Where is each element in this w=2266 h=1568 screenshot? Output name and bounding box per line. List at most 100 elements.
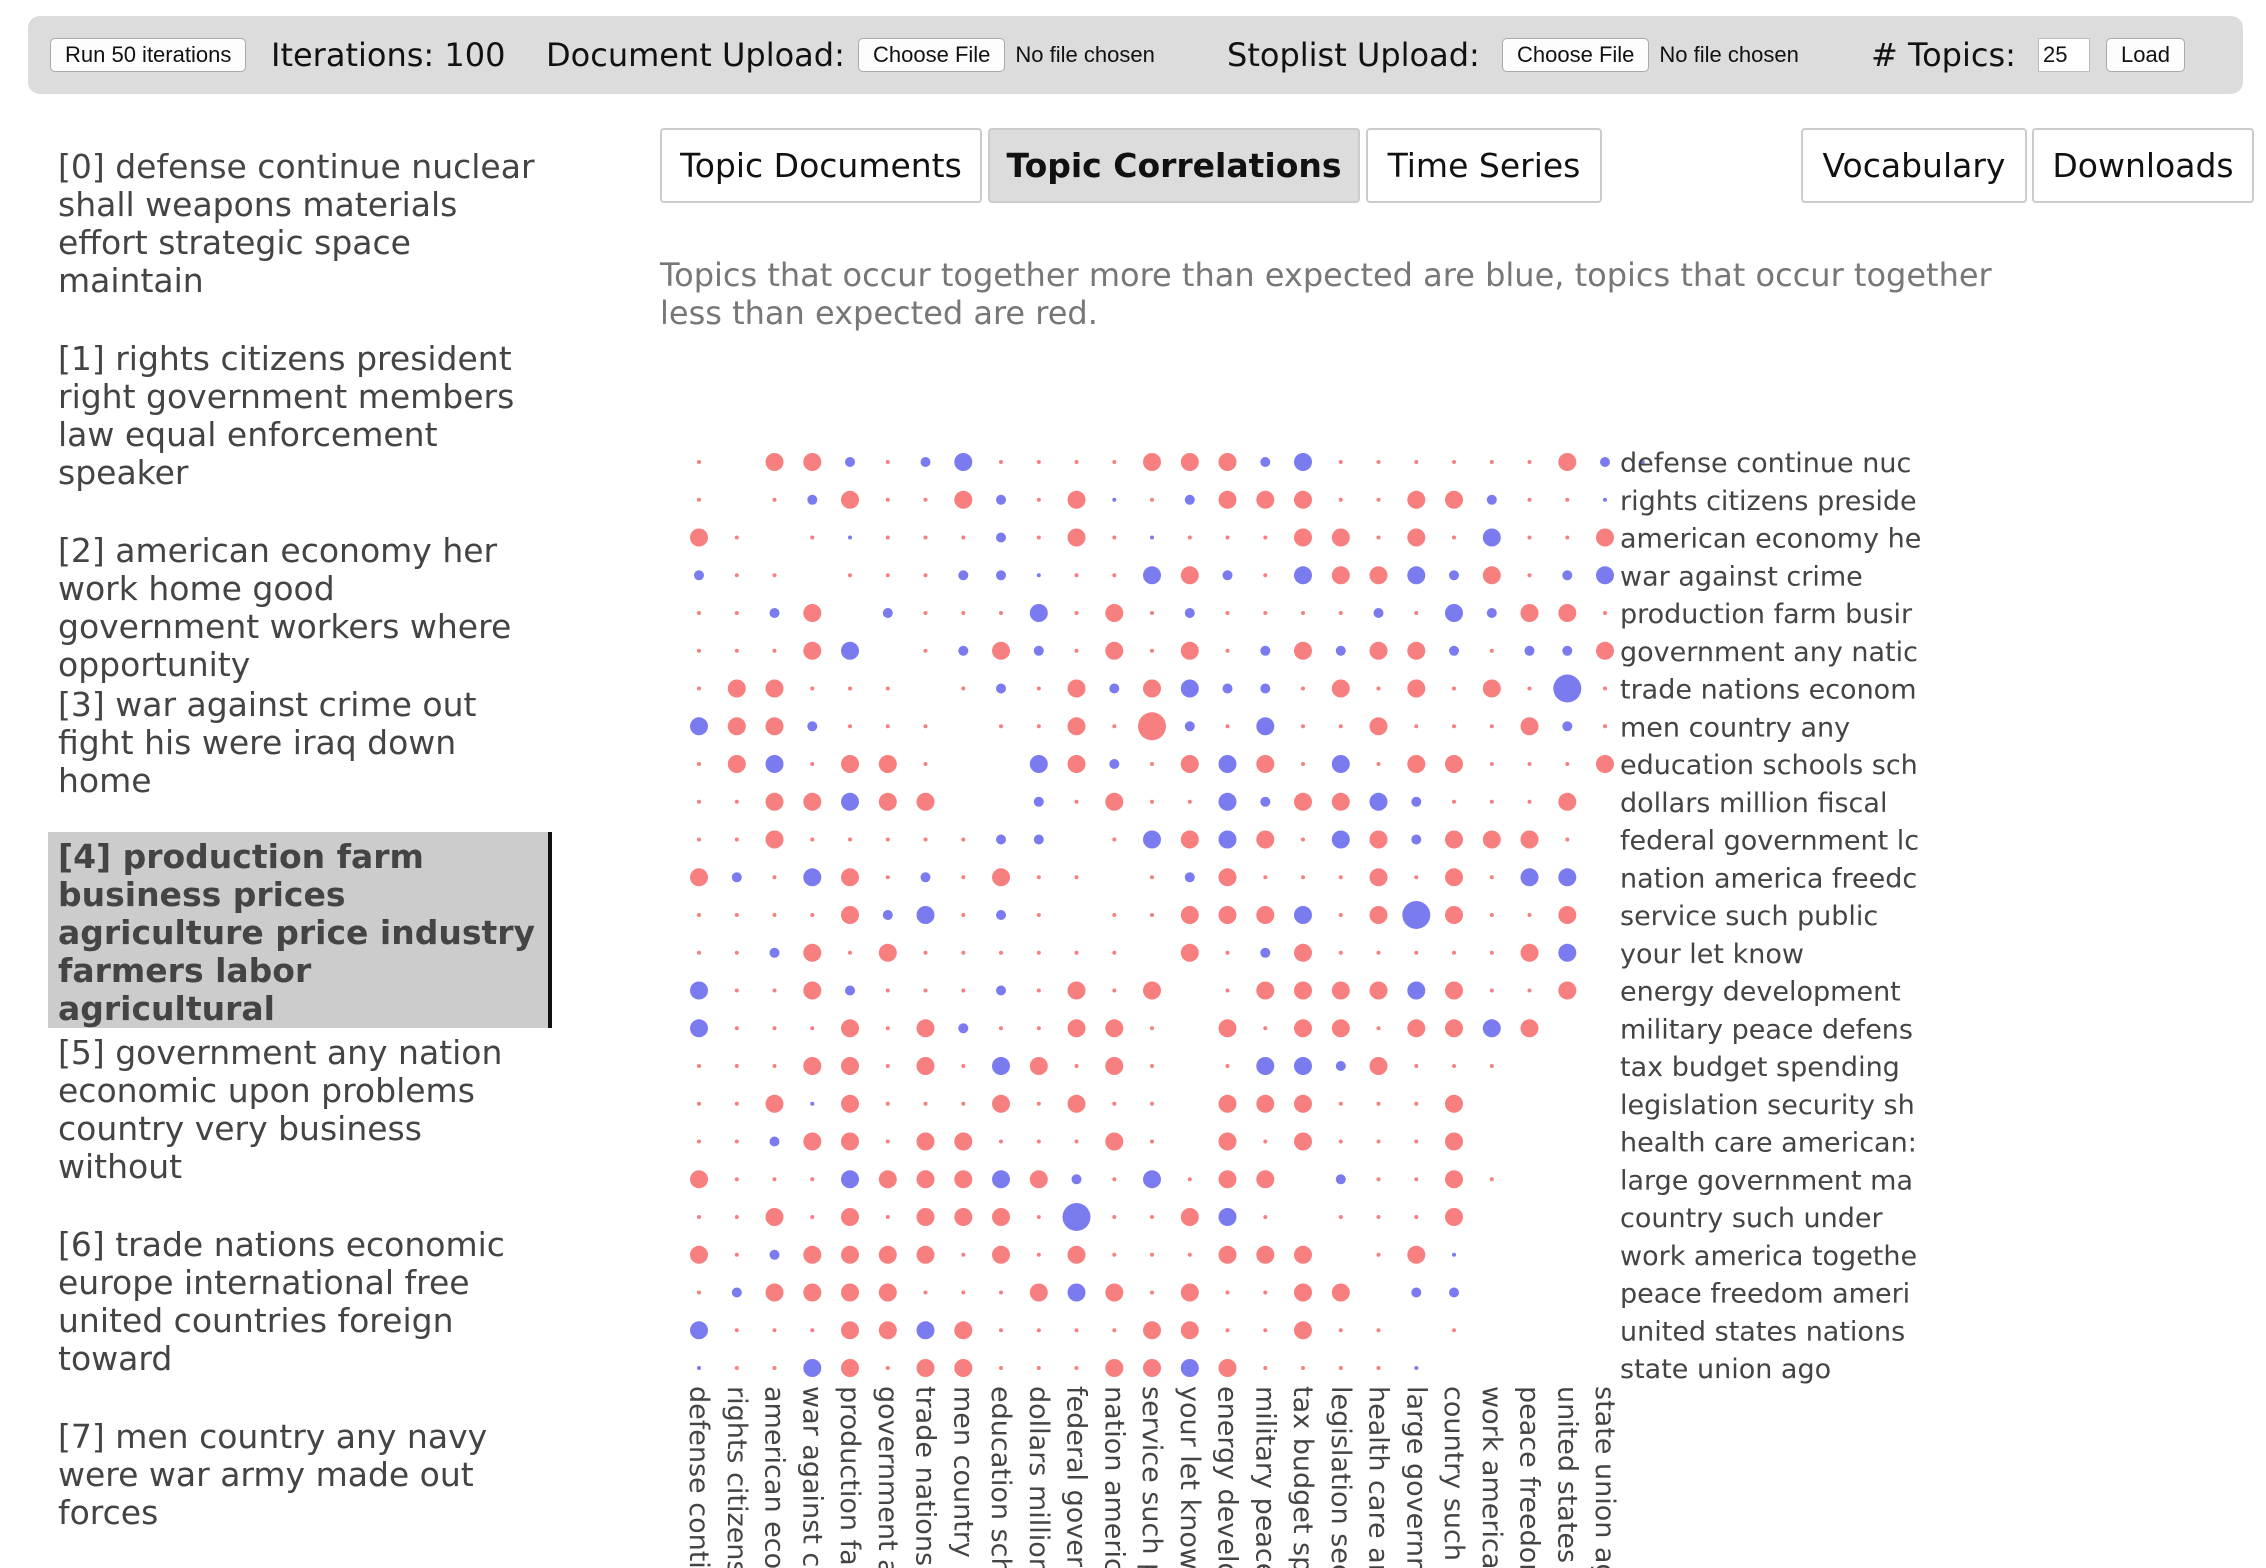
correlation-cell[interactable] xyxy=(1036,1139,1041,1144)
correlation-cell[interactable] xyxy=(841,1245,859,1264)
correlation-cell[interactable] xyxy=(878,943,897,962)
correlation-cell[interactable] xyxy=(1180,641,1199,660)
tab-topic-correlations[interactable]: Topic Correlations xyxy=(988,128,1360,203)
correlation-cell[interactable] xyxy=(1036,988,1041,993)
correlation-cell[interactable] xyxy=(1036,573,1041,578)
correlation-cell[interactable] xyxy=(1338,497,1343,502)
correlation-cell[interactable] xyxy=(1143,1170,1161,1189)
correlation-cell[interactable] xyxy=(1029,1283,1048,1302)
correlation-cell[interactable] xyxy=(1369,641,1388,660)
correlation-cell[interactable] xyxy=(1143,981,1161,1000)
correlation-cell[interactable] xyxy=(697,497,701,502)
correlation-cell[interactable] xyxy=(841,755,859,773)
correlation-cell[interactable] xyxy=(1486,608,1497,618)
correlation-cell[interactable] xyxy=(1376,1366,1381,1370)
correlation-cell[interactable] xyxy=(1112,573,1117,578)
correlation-cell[interactable] xyxy=(961,988,966,993)
correlation-cell[interactable] xyxy=(1489,913,1494,917)
correlation-cell[interactable] xyxy=(1414,1215,1419,1219)
correlation-cell[interactable] xyxy=(1369,906,1388,924)
correlation-cell[interactable] xyxy=(1222,683,1233,694)
correlation-cell[interactable] xyxy=(1294,981,1312,1000)
correlation-cell[interactable] xyxy=(765,1208,784,1226)
correlation-cell[interactable] xyxy=(810,1026,815,1031)
correlation-cell[interactable] xyxy=(1263,1215,1268,1219)
correlation-cell[interactable] xyxy=(1376,950,1381,955)
correlation-cell[interactable] xyxy=(1596,641,1614,660)
correlation-cell[interactable] xyxy=(697,611,701,615)
correlation-cell[interactable] xyxy=(765,1283,784,1302)
correlation-cell[interactable] xyxy=(1071,1174,1082,1185)
correlation-cell[interactable] xyxy=(1520,1019,1539,1038)
correlation-cell[interactable] xyxy=(690,1321,708,1340)
correlation-cell[interactable] xyxy=(769,1136,780,1147)
correlation-cell[interactable] xyxy=(1452,535,1456,540)
correlation-cell[interactable] xyxy=(1331,679,1350,698)
correlation-cell[interactable] xyxy=(923,988,928,993)
row-label[interactable]: large government ma xyxy=(1620,1165,1913,1196)
correlation-cell[interactable] xyxy=(810,1177,815,1182)
correlation-cell[interactable] xyxy=(1074,460,1079,464)
correlation-cell[interactable] xyxy=(845,457,855,467)
correlation-cell[interactable] xyxy=(954,1132,973,1151)
correlation-cell[interactable] xyxy=(1294,1094,1312,1113)
correlation-cell[interactable] xyxy=(1301,762,1305,766)
correlation-cell[interactable] xyxy=(1184,721,1195,732)
correlation-cell[interactable] xyxy=(1562,645,1573,656)
correlation-cell[interactable] xyxy=(954,1359,973,1377)
correlation-cell[interactable] xyxy=(1596,755,1614,773)
correlation-cell[interactable] xyxy=(1520,943,1539,962)
correlation-cell[interactable] xyxy=(1482,830,1501,849)
correlation-cell[interactable] xyxy=(1150,875,1154,880)
correlation-cell[interactable] xyxy=(765,755,784,773)
correlation-cell[interactable] xyxy=(916,906,935,924)
correlation-cell[interactable] xyxy=(999,1366,1003,1370)
correlation-cell[interactable] xyxy=(885,497,890,502)
column-label[interactable]: rights citizens xyxy=(721,1386,752,1568)
row-label[interactable]: military peace defens xyxy=(1620,1014,1913,1045)
correlation-cell[interactable] xyxy=(1256,755,1275,773)
row-label[interactable]: american economy he xyxy=(1620,524,1921,555)
correlation-cell[interactable] xyxy=(1376,1139,1381,1144)
correlation-cell[interactable] xyxy=(734,1139,739,1144)
correlation-cell[interactable] xyxy=(1074,611,1079,615)
correlation-cell[interactable] xyxy=(841,1094,859,1113)
row-label[interactable]: dollars million fiscal xyxy=(1620,788,1887,819)
correlation-cell[interactable] xyxy=(1225,1328,1230,1333)
correlation-cell[interactable] xyxy=(916,1132,935,1151)
correlation-cell[interactable] xyxy=(1338,1139,1343,1144)
row-label[interactable]: government any natic xyxy=(1620,637,1918,668)
column-label[interactable]: peace freedor xyxy=(1514,1386,1545,1568)
correlation-cell[interactable] xyxy=(1150,1290,1154,1295)
correlation-cell[interactable] xyxy=(916,1057,935,1075)
correlation-cell[interactable] xyxy=(1335,1174,1346,1185)
correlation-cell[interactable] xyxy=(1294,1019,1312,1038)
correlation-cell[interactable] xyxy=(916,1245,935,1264)
row-label[interactable]: rights citizens preside xyxy=(1620,486,1917,517)
correlation-cell[interactable] xyxy=(769,947,780,958)
column-label[interactable]: trade nations e xyxy=(910,1386,941,1568)
correlation-cell[interactable] xyxy=(1260,457,1271,467)
correlation-cell[interactable] xyxy=(1067,1094,1086,1113)
correlation-cell[interactable] xyxy=(1105,1057,1124,1075)
correlation-cell[interactable] xyxy=(1527,799,1532,804)
correlation-cell[interactable] xyxy=(1558,943,1577,962)
correlation-cell[interactable] xyxy=(1225,950,1230,955)
correlation-cell[interactable] xyxy=(1411,834,1422,845)
correlation-cell[interactable] xyxy=(1527,573,1532,578)
correlation-cell[interactable] xyxy=(765,1094,784,1113)
correlation-cell[interactable] xyxy=(1263,875,1268,880)
correlation-cell[interactable] xyxy=(996,683,1006,694)
correlation-cell[interactable] xyxy=(772,573,777,578)
correlation-cell[interactable] xyxy=(1294,1283,1312,1302)
correlation-cell[interactable] xyxy=(999,1139,1003,1144)
correlation-cell[interactable] xyxy=(803,943,822,962)
correlation-cell[interactable] xyxy=(1294,453,1312,471)
correlation-cell[interactable] xyxy=(1260,947,1271,958)
correlation-cell[interactable] xyxy=(1036,460,1041,464)
correlation-cell[interactable] xyxy=(1256,1170,1275,1189)
correlation-cell[interactable] xyxy=(1445,906,1463,924)
correlation-cell[interactable] xyxy=(803,1283,822,1302)
column-label[interactable]: health care am xyxy=(1363,1386,1394,1568)
correlation-cell[interactable] xyxy=(1558,604,1577,622)
